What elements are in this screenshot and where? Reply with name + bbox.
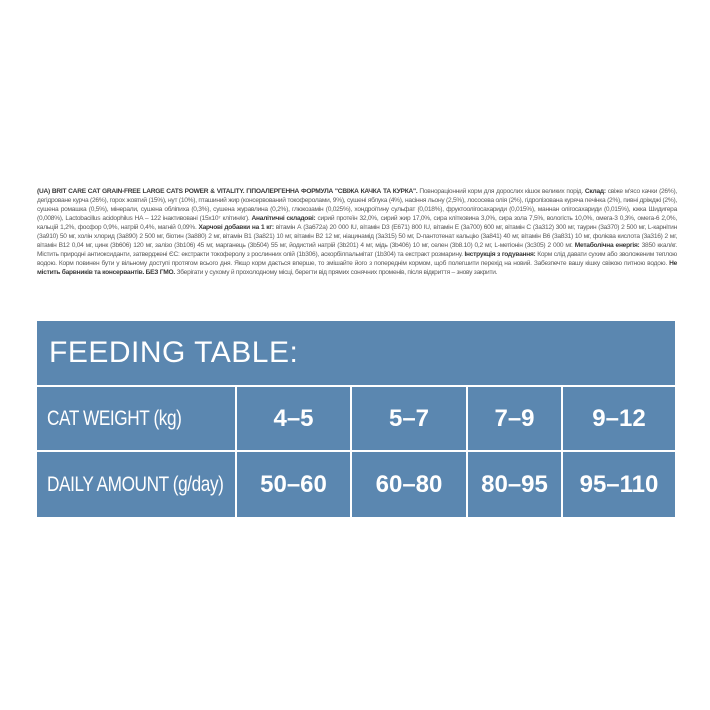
product-label-text: (UA) BRIT CARE CAT GRAIN-FREE LARGE CATS…	[37, 187, 677, 277]
energy-text: 3850 ккал/кг. Містить природні антиоксид…	[37, 242, 677, 258]
analysis-heading: Аналітичні складові:	[251, 215, 316, 222]
composition-text: свіже м'ясо качки (26%), дегідроване кур…	[37, 188, 677, 222]
no-preservatives-note: Не містить барвників та консервантів. БЕ…	[37, 260, 677, 276]
weight-cell: 7–9	[468, 387, 561, 450]
feeding-heading: Інструкція з годування:	[464, 251, 536, 258]
row-label-text: CAT WEIGHT (kg)	[47, 406, 182, 430]
product-description: Повнораціонний корм для дорослих кішок в…	[417, 188, 585, 195]
composition-heading: Склад:	[584, 188, 606, 195]
cat-weight-label: CAT WEIGHT (kg)	[37, 387, 235, 450]
analysis-text: сирий протеїн 32,0%, сирий жир 17,0%, си…	[37, 215, 677, 231]
daily-amount-label: DAILY AMOUNT (g/day)	[37, 452, 235, 517]
feeding-table-title: FEEDING TABLE:	[37, 321, 675, 385]
amount-cell: 60–80	[352, 452, 466, 517]
additives-heading: Харчові добавки на 1 кг:	[198, 224, 274, 231]
amount-cell: 95–110	[563, 452, 675, 517]
amount-cell: 50–60	[237, 452, 350, 517]
product-title: (UA) BRIT CARE CAT GRAIN-FREE LARGE CATS…	[37, 188, 418, 195]
energy-heading: Метаболічна енергія:	[574, 242, 640, 249]
row-label-text: DAILY AMOUNT (g/day)	[47, 472, 224, 496]
storage-text: Зберігати у сухому й прохолодному місці,…	[174, 269, 498, 276]
weight-cell: 5–7	[352, 387, 466, 450]
additives-text: вітамін А (3а672а) 20 000 IU, вітамін D3…	[37, 224, 678, 249]
weight-cell: 9–12	[563, 387, 675, 450]
feeding-table: FEEDING TABLE: CAT WEIGHT (kg) 4–5 5–7 7…	[37, 321, 675, 517]
feeding-text: Корм слід давати сухим або зволоженим те…	[37, 251, 677, 267]
amount-cell: 80–95	[468, 452, 561, 517]
weight-cell: 4–5	[237, 387, 350, 450]
